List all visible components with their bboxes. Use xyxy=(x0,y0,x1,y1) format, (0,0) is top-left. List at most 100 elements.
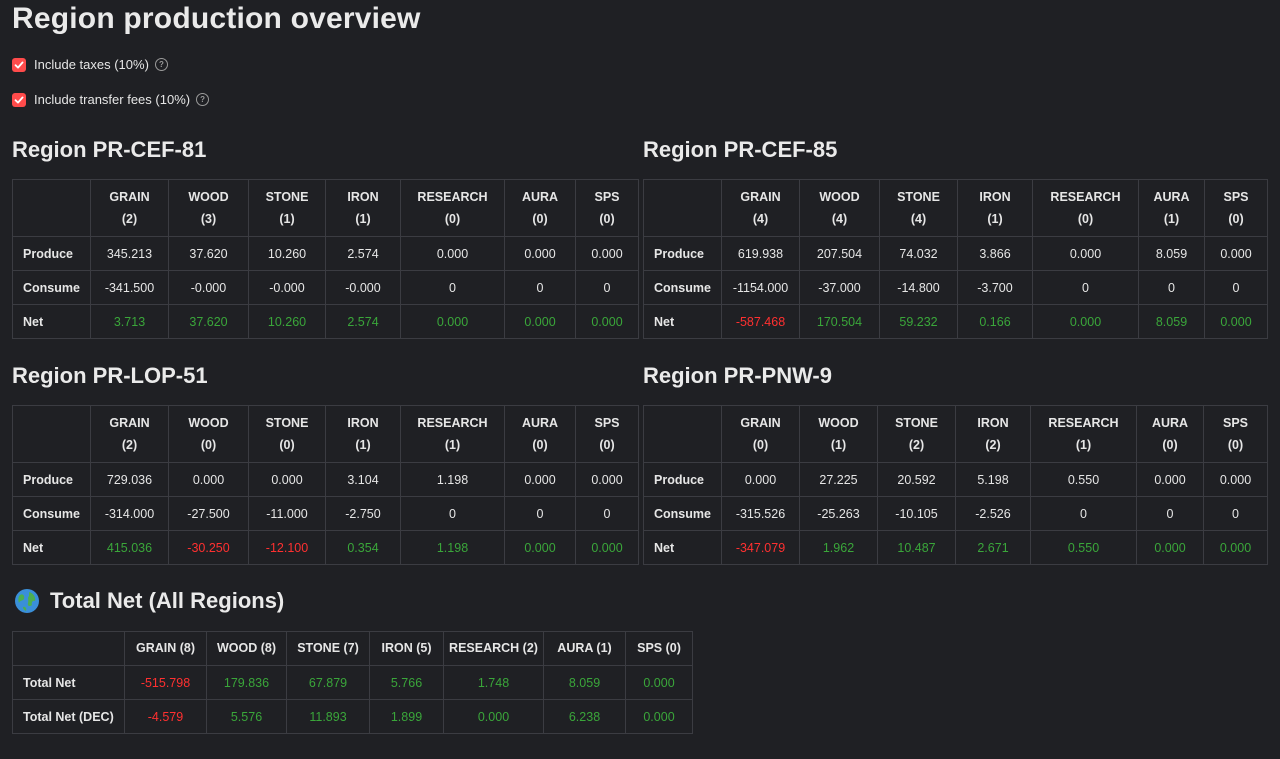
column-header: RESEARCH (1) xyxy=(400,405,505,463)
column-header: GRAIN (8) xyxy=(124,631,207,666)
help-icon[interactable]: ? xyxy=(196,93,210,106)
net-value: 10.260 xyxy=(248,304,326,339)
net-value: 0.000 xyxy=(575,530,639,565)
column-header: AURA (0) xyxy=(504,405,576,463)
table-header-row: GRAIN (0) WOOD (1) STONE (2) IRON (2) RESEARCH (1… xyxy=(643,405,1268,463)
header-blank xyxy=(643,179,722,237)
table-row: Net 415.036 -30.250 -12.100 0.354 1.198 0.000 0… xyxy=(12,530,639,565)
produce-value: 0.000 xyxy=(168,462,249,497)
produce-value: 3.104 xyxy=(325,462,401,497)
resource-name: AURA xyxy=(521,190,559,204)
consume-value: -11.000 xyxy=(248,496,326,531)
resource-name: IRON xyxy=(979,190,1011,204)
resource-count: (0) xyxy=(444,212,461,226)
resource-name: WOOD xyxy=(818,416,859,430)
region-table: GRAIN (0) WOOD (1) STONE (2) IRON (2) RESEARCH (1… xyxy=(643,405,1268,565)
column-header: STONE (2) xyxy=(877,405,956,463)
resource-name: SPS xyxy=(1222,416,1248,430)
row-label: Net xyxy=(12,530,91,565)
produce-value: 0.000 xyxy=(1203,462,1268,497)
resource-count: (0) xyxy=(532,212,548,226)
transfer-fees-checkbox-row[interactable]: Include transfer fees (10%) ? xyxy=(12,92,210,107)
net-value: 415.036 xyxy=(90,530,169,565)
consume-value: -14.800 xyxy=(879,270,958,305)
column-header: STONE (0) xyxy=(248,405,326,463)
resource-count: (1) xyxy=(355,212,371,226)
resource-count: (0) xyxy=(752,438,769,452)
row-label: Total Net (DEC) xyxy=(12,699,125,734)
taxes-checkbox[interactable] xyxy=(12,57,26,72)
header-blank xyxy=(12,631,125,666)
transfer-fees-checkbox[interactable] xyxy=(12,92,26,107)
consume-value: 0 xyxy=(1204,270,1268,305)
consume-value: -37.000 xyxy=(799,270,880,305)
check-icon xyxy=(14,96,24,103)
page-title: Region production overview xyxy=(12,2,421,35)
table-row: Total Net -515.798 179.836 67.879 5.766 1.748… xyxy=(12,665,693,700)
net-value: 0.166 xyxy=(957,304,1033,339)
resource-count: (4) xyxy=(831,212,848,226)
column-header: IRON (1) xyxy=(325,179,401,237)
transfer-fees-checkbox-label: Include transfer fees (10%) xyxy=(34,92,191,107)
table-row: Consume -341.500 -0.000 -0.000 -0.000 0 0 0 xyxy=(12,270,639,305)
column-header: RESEARCH (1) xyxy=(1030,405,1137,463)
produce-value: 0.000 xyxy=(575,462,639,497)
header-blank xyxy=(12,405,91,463)
resource-count: (1) xyxy=(279,212,295,226)
net-value: 170.504 xyxy=(799,304,880,339)
net-value: 0.000 xyxy=(400,304,505,339)
resource-count: (1) xyxy=(355,438,371,452)
table-header-row: GRAIN (8) WOOD (8) STONE (7) IRON (5) RE… xyxy=(12,631,693,666)
total-value: 0.000 xyxy=(443,699,544,734)
column-header: SPS (0) xyxy=(1203,405,1268,463)
resource-count: (1) xyxy=(830,438,847,452)
produce-value: 207.504 xyxy=(799,236,880,271)
total-value: 6.238 xyxy=(543,699,626,734)
net-value: 37.620 xyxy=(168,304,249,339)
net-value: 10.487 xyxy=(877,530,956,565)
column-header: WOOD (3) xyxy=(168,179,249,237)
resource-count: (0) xyxy=(532,438,548,452)
produce-value: 20.592 xyxy=(877,462,956,497)
net-value: 59.232 xyxy=(879,304,958,339)
resource-name: WOOD xyxy=(188,190,229,204)
table-row: Consume -1154.000 -37.000 -14.800 -3.700 0 0 0 xyxy=(643,270,1268,305)
produce-value: 0.000 xyxy=(1136,462,1204,497)
net-value: 0.000 xyxy=(1032,304,1139,339)
produce-value: 3.866 xyxy=(957,236,1033,271)
net-value: -12.100 xyxy=(248,530,326,565)
total-net-title: Total Net (All Regions) xyxy=(50,588,285,613)
row-label: Produce xyxy=(12,462,91,497)
column-header: IRON (1) xyxy=(325,405,401,463)
resource-count: (1) xyxy=(987,212,1003,226)
resource-name: GRAIN xyxy=(109,190,150,204)
table-row: Total Net (DEC) -4.579 5.576 11.893 1.899 0.0… xyxy=(12,699,693,734)
consume-value: -0.000 xyxy=(248,270,326,305)
net-value: 0.000 xyxy=(504,530,576,565)
resource-count: (2) xyxy=(985,438,1001,452)
row-label: Consume xyxy=(12,496,91,531)
help-icon[interactable]: ? xyxy=(154,58,168,71)
column-header: AURA (1) xyxy=(1138,179,1205,237)
consume-value: 0 xyxy=(400,270,505,305)
consume-value: 0 xyxy=(1203,496,1268,531)
resource-name: GRAIN xyxy=(740,190,781,204)
consume-value: -341.500 xyxy=(90,270,169,305)
row-label: Produce xyxy=(12,236,91,271)
net-value: -30.250 xyxy=(168,530,249,565)
resource-count: (0) xyxy=(1162,438,1178,452)
table-row: Net 3.713 37.620 10.260 2.574 0.000 0.000 0.000 xyxy=(12,304,639,339)
table-row: Net -347.079 1.962 10.487 2.671 0.550 0.000 0.0… xyxy=(643,530,1268,565)
row-label: Total Net xyxy=(12,665,125,700)
consume-value: -0.000 xyxy=(325,270,401,305)
net-value: 1.962 xyxy=(799,530,878,565)
total-value: 179.836 xyxy=(206,665,287,700)
column-header: SPS (0) xyxy=(575,405,639,463)
taxes-checkbox-row[interactable]: Include taxes (10%) ? xyxy=(12,57,168,72)
net-value: 0.000 xyxy=(575,304,639,339)
region-title: Region PR-PNW-9 xyxy=(643,363,832,388)
table-row: Net -587.468 170.504 59.232 0.166 0.000 8.059 0… xyxy=(643,304,1268,339)
produce-value: 0.000 xyxy=(1032,236,1139,271)
consume-value: -1154.000 xyxy=(721,270,800,305)
region-table: GRAIN (4) WOOD (4) STONE (4) IRON (1) RESEARCH (0… xyxy=(643,179,1268,339)
